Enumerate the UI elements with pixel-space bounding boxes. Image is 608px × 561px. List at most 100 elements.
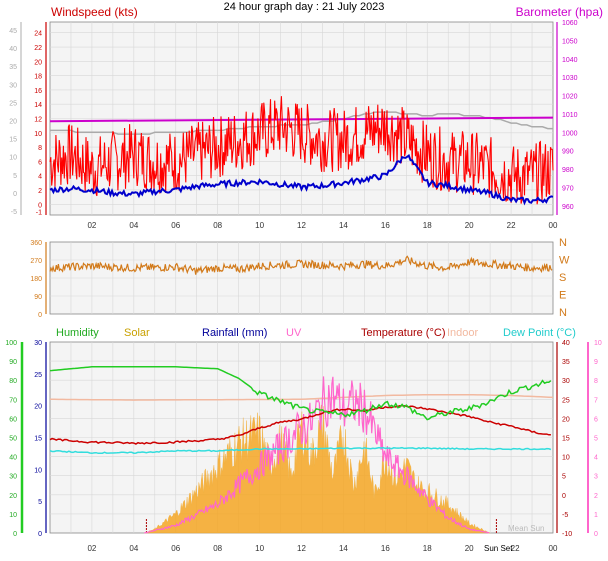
uv-label: UV (286, 327, 302, 339)
wind-inner-tick: 10 (34, 131, 42, 138)
wind-outer-tick: 45 (9, 28, 17, 35)
rain-tick: 25 (34, 372, 42, 379)
wind-outer-tick: 30 (9, 82, 17, 89)
solar-label: Solar (124, 327, 150, 339)
baro-tick: 1040 (562, 57, 578, 64)
humidity-label: Humidity (56, 327, 99, 339)
wind-x-tick: 18 (423, 221, 432, 230)
humidity-tick: 20 (9, 493, 17, 500)
temp-x-tick: 04 (129, 544, 138, 553)
compass-tick: E (559, 290, 566, 302)
wind-label: Windspeed (kts) (51, 5, 138, 19)
temp-x-tick: 02 (87, 544, 96, 553)
wind-x-tick: 22 (507, 221, 516, 230)
baro-tick: 1000 (562, 130, 578, 137)
wind-inner-tick: 20 (34, 59, 42, 66)
wind-inner-tick: 14 (34, 102, 42, 109)
wind-x-tick: 10 (255, 221, 264, 230)
direction-tick: 180 (30, 276, 42, 283)
rain-tick: 0 (38, 531, 42, 538)
compass-tick: N (559, 237, 567, 249)
wind-inner-tick: 4 (38, 174, 42, 181)
humidity-tick: 10 (9, 512, 17, 519)
temp-tick: -5 (562, 512, 568, 519)
baro-tick: 1020 (562, 94, 578, 101)
temp-tick: 40 (562, 340, 570, 347)
baro-tick: 1030 (562, 75, 578, 82)
rain-tick: 10 (34, 467, 42, 474)
wind-inner-tick: 12 (34, 117, 42, 124)
humidity-tick: 50 (9, 436, 17, 443)
uv-tick: 6 (594, 416, 598, 423)
rain-tick: 20 (34, 404, 42, 411)
rain-tick: 5 (38, 499, 42, 506)
wind-inner-tick: 18 (34, 74, 42, 81)
wind-inner-tick: 2 (38, 188, 42, 195)
uv-line (144, 376, 490, 534)
uv-tick: 4 (594, 455, 598, 462)
wind-outer-tick: -5 (11, 209, 17, 216)
wind-inner-tick: 0 (38, 202, 42, 209)
compass-tick: S (559, 272, 566, 284)
wind-x-tick: 02 (87, 221, 96, 230)
baro-tick: 980 (562, 167, 574, 174)
rain-ticks: 0 5 10 15 20 25 30 (34, 340, 47, 538)
direction-series (49, 255, 553, 275)
uv-tick: 7 (594, 397, 598, 404)
humidity-tick: 40 (9, 455, 17, 462)
wind-inner-tick: 8 (38, 145, 42, 152)
wind-x-tick: 14 (339, 221, 348, 230)
wind-outer-tick: 10 (9, 155, 17, 162)
compass-tick: W (559, 255, 570, 267)
wind-x-tick: 04 (129, 221, 138, 230)
humidity-ticks: 0 10 20 30 40 50 60 70 80 90 100 (5, 340, 24, 538)
uv-tick: 0 (594, 531, 598, 538)
uv-ticks: 0 1 2 3 4 5 6 7 8 9 10 (587, 340, 602, 538)
wind-direction-line (49, 255, 553, 275)
direction-tick: 90 (34, 294, 42, 301)
wind-x-tick: 20 (465, 221, 474, 230)
baro-tick: 1010 (562, 112, 578, 119)
mean-sun-label: Mean Sun (508, 524, 544, 533)
graph-title: 24 hour graph day : 21 July 2023 (223, 1, 385, 13)
direction-tick: 0 (38, 312, 42, 319)
wind-x-tick: 00 (549, 221, 558, 230)
temp-x-tick: 16 (381, 544, 390, 553)
compass-tick: N (559, 307, 567, 319)
temp-x-tick: 12 (297, 544, 306, 553)
wind-inner-tick: 22 (34, 45, 42, 52)
temp-tick: 15 (562, 436, 570, 443)
uv-tick: 8 (594, 378, 598, 385)
temp-tick: 25 (562, 397, 570, 404)
wind-inner-tick: -1 (36, 209, 42, 216)
humidity-tick: 70 (9, 397, 17, 404)
uv-tick: 10 (594, 340, 602, 347)
dew-point-line (49, 446, 552, 455)
temp-x-ticks: 02 04 06 08 10 12 14 16 18 20 00 22 (87, 544, 558, 553)
rain-tick: 30 (34, 340, 42, 347)
wind-inner-tick: 24 (34, 31, 42, 38)
uv-tick: 5 (594, 436, 598, 443)
wind-outer-tick: 20 (9, 119, 17, 126)
windspeed-line (49, 96, 554, 205)
temp-tick: 30 (562, 378, 570, 385)
temp-tick: 0 (562, 493, 566, 500)
temp-ticks: -10 -5 0 5 10 15 20 25 30 35 40 (556, 340, 572, 538)
humidity-tick: 100 (5, 340, 17, 347)
temp-series (49, 366, 554, 534)
baro-label: Barometer (hpa) (516, 5, 603, 19)
humidity-tick: 80 (9, 378, 17, 385)
temp-x-tick: 22 (511, 544, 520, 553)
humidity-tick: 30 (9, 474, 17, 481)
uv-tick: 3 (594, 474, 598, 481)
temp-tick: 35 (562, 359, 570, 366)
wind-outer-tick: 15 (9, 137, 17, 144)
sunset-label: Sun Set (484, 544, 513, 553)
baro-tick: 1060 (562, 20, 578, 27)
